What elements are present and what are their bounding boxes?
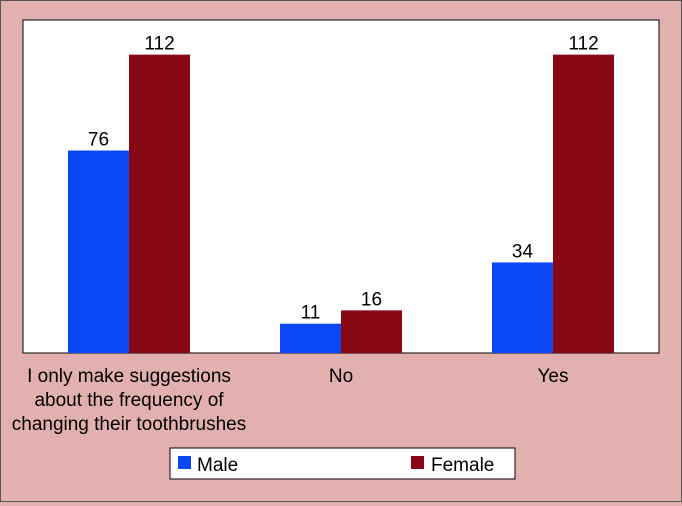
legend-label-male: Male	[197, 455, 238, 476]
legend-label-female: Female	[431, 455, 494, 476]
category-label-2-line-0: Yes	[538, 366, 569, 387]
value-label-male-1: 11	[301, 303, 321, 324]
bar-female-2	[553, 54, 614, 354]
value-labels-group: 76 112 11 16 34 112	[88, 34, 599, 324]
bar-male-1	[280, 323, 341, 353]
category-labels-group: I only make suggestions about the frequen…	[12, 366, 569, 435]
legend-swatch-male	[178, 456, 191, 469]
category-label-0-line-1: about the frequency of	[34, 390, 224, 411]
legend-swatch-female	[411, 456, 424, 469]
legend: Male Female	[169, 447, 516, 480]
value-label-female-2: 112	[568, 34, 598, 55]
value-label-female-0: 112	[144, 34, 174, 55]
category-label-0-line-0: I only make suggestions	[27, 366, 231, 387]
bar-female-1	[341, 310, 402, 353]
bars-group	[68, 54, 614, 354]
value-label-female-1: 16	[361, 289, 382, 310]
category-label-1-line-0: No	[329, 366, 353, 387]
bar-female-0	[129, 54, 190, 354]
category-label-0-line-2: changing their toothbrushes	[12, 414, 247, 435]
bar-male-2	[492, 262, 553, 353]
value-label-male-0: 76	[88, 130, 109, 151]
value-label-male-2: 34	[512, 241, 534, 262]
legend-box	[169, 447, 516, 480]
bar-male-0	[68, 150, 129, 353]
